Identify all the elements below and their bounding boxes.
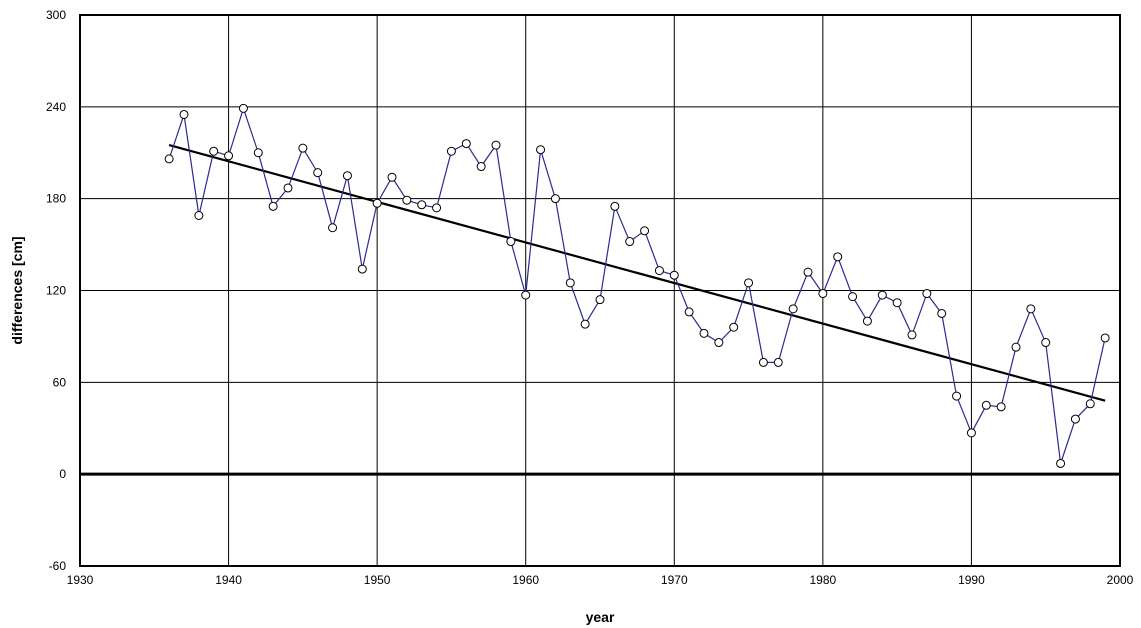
x-tick-label-1980: 1980 bbox=[810, 573, 837, 587]
data-point-1970 bbox=[669, 270, 679, 280]
data-point-1987 bbox=[922, 289, 932, 299]
data-point-1969 bbox=[654, 266, 664, 276]
data-point-1955 bbox=[446, 146, 456, 156]
y-tick-label-120: 120 bbox=[46, 284, 66, 298]
data-point-1992 bbox=[996, 402, 1006, 412]
data-point-1986 bbox=[907, 330, 917, 340]
y-tick-label-180: 180 bbox=[46, 192, 66, 206]
data-point-1944 bbox=[283, 183, 293, 193]
data-point-1978 bbox=[788, 304, 798, 314]
linear-trend-line bbox=[168, 144, 1106, 402]
data-point-1949 bbox=[357, 264, 367, 274]
data-point-1994 bbox=[1026, 304, 1036, 314]
data-point-1989 bbox=[952, 391, 962, 401]
data-point-1961 bbox=[536, 145, 546, 155]
data-point-1942 bbox=[253, 148, 263, 158]
data-point-1936 bbox=[164, 154, 174, 164]
x-tick-label-2000: 2000 bbox=[1107, 573, 1134, 587]
x-tick-label-1950: 1950 bbox=[364, 573, 391, 587]
plot-border bbox=[79, 14, 1121, 567]
data-point-1968 bbox=[640, 226, 650, 236]
y-tick-label-60: 60 bbox=[53, 375, 67, 389]
data-point-1975 bbox=[744, 278, 754, 288]
data-point-1973 bbox=[714, 338, 724, 348]
data-point-1984 bbox=[877, 290, 887, 300]
data-point-1993 bbox=[1011, 342, 1021, 352]
data-point-1950 bbox=[372, 198, 382, 208]
data-point-1959 bbox=[506, 237, 516, 247]
trend-line bbox=[168, 144, 1106, 402]
data-point-1982 bbox=[848, 292, 858, 302]
data-point-1997 bbox=[1070, 414, 1080, 424]
data-point-1952 bbox=[402, 195, 412, 205]
x-tick-labels: 1930 1940 1950 1960 1970 1980 1990 2000 bbox=[67, 573, 1134, 587]
data-point-1962 bbox=[550, 194, 560, 204]
data-point-1980 bbox=[818, 289, 828, 299]
data-point-1988 bbox=[937, 308, 947, 318]
data-point-1979 bbox=[803, 267, 813, 277]
data-point-1967 bbox=[625, 237, 635, 247]
data-point-1960 bbox=[521, 290, 531, 300]
data-point-1995 bbox=[1041, 338, 1051, 348]
data-point-1971 bbox=[684, 307, 694, 317]
y-axis-title: differences [cm] bbox=[9, 236, 25, 344]
y-tick-label-240: 240 bbox=[46, 100, 66, 114]
data-point-1974 bbox=[729, 322, 739, 332]
data-point-1937 bbox=[179, 109, 189, 119]
data-point-1990 bbox=[966, 428, 976, 438]
x-tick-label-1960: 1960 bbox=[512, 573, 539, 587]
data-point-1991 bbox=[981, 400, 991, 410]
grid-lines bbox=[79, 14, 1121, 567]
plot-frame bbox=[79, 14, 1121, 567]
data-point-1958 bbox=[491, 140, 501, 150]
data-point-1999 bbox=[1100, 333, 1110, 343]
data-point-1996 bbox=[1056, 458, 1066, 468]
data-point-1998 bbox=[1085, 399, 1095, 409]
data-point-1981 bbox=[833, 252, 843, 262]
data-point-1943 bbox=[268, 201, 278, 211]
data-point-1976 bbox=[758, 357, 768, 367]
data-point-1948 bbox=[342, 171, 352, 181]
y-tick-label-0: 0 bbox=[59, 467, 66, 481]
data-point-1941 bbox=[238, 103, 248, 113]
data-point-1947 bbox=[328, 223, 338, 233]
x-tick-label-1940: 1940 bbox=[215, 573, 242, 587]
data-point-1957 bbox=[476, 162, 486, 172]
data-point-1951 bbox=[387, 172, 397, 182]
y-tick-label-300: 300 bbox=[46, 8, 66, 22]
data-point-1963 bbox=[565, 278, 575, 288]
data-point-1939 bbox=[209, 146, 219, 156]
data-point-1953 bbox=[417, 200, 427, 210]
data-point-1972 bbox=[699, 328, 709, 338]
data-point-1965 bbox=[595, 295, 605, 305]
data-point-1940 bbox=[224, 151, 234, 161]
data-point-1946 bbox=[313, 168, 323, 178]
series-line bbox=[168, 106, 1106, 464]
data-point-1983 bbox=[862, 316, 872, 326]
x-tick-label-1970: 1970 bbox=[661, 573, 688, 587]
data-point-1964 bbox=[580, 319, 590, 329]
y-tick-labels: -60 0 60 120 180 240 300 bbox=[46, 8, 66, 573]
x-tick-label-1990: 1990 bbox=[958, 573, 985, 587]
y-tick-label--60: -60 bbox=[49, 559, 67, 573]
data-series bbox=[164, 103, 1110, 468]
data-point-1945 bbox=[298, 143, 308, 153]
data-point-1966 bbox=[610, 201, 620, 211]
data-point-1985 bbox=[892, 298, 902, 308]
data-point-1954 bbox=[432, 203, 442, 213]
x-axis-title: year bbox=[586, 609, 615, 625]
x-tick-label-1930: 1930 bbox=[67, 573, 94, 587]
data-point-1938 bbox=[194, 211, 204, 221]
data-point-1977 bbox=[773, 357, 783, 367]
data-point-1956 bbox=[461, 139, 471, 149]
